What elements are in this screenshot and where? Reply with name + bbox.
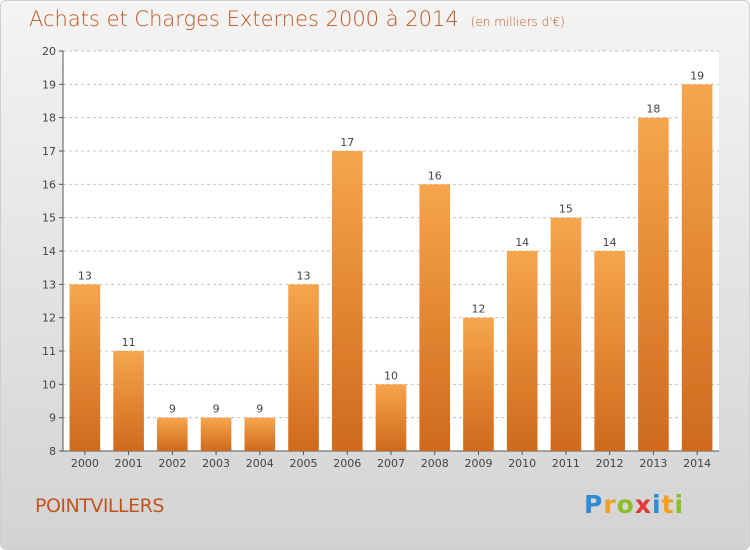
- logo-letter: i: [652, 490, 662, 519]
- y-tick-label: 13: [42, 278, 56, 291]
- bar: [375, 384, 407, 451]
- bar: [463, 317, 494, 451]
- x-tick-label: 2000: [71, 457, 99, 470]
- data-label: 9: [213, 403, 220, 416]
- x-tick-label: 2006: [333, 457, 361, 470]
- bar: [638, 117, 669, 452]
- x-tick-label: 2014: [683, 457, 711, 470]
- x-tick-label: 2002: [158, 457, 186, 470]
- y-tick-label: 11: [42, 345, 56, 358]
- x-tick-label: 2007: [377, 457, 405, 470]
- y-tick-label: 14: [42, 245, 56, 258]
- x-tick-label: 2012: [596, 457, 624, 470]
- data-label: 18: [646, 103, 660, 116]
- data-label: 9: [169, 403, 176, 416]
- x-tick-label: 2005: [290, 457, 318, 470]
- x-tick-label: 2001: [115, 457, 143, 470]
- data-label: 19: [690, 69, 704, 82]
- data-label: 14: [603, 236, 617, 249]
- data-label: 17: [340, 136, 354, 149]
- y-tick-label: 15: [42, 212, 56, 225]
- place-name: POINTVILLERS: [35, 495, 164, 517]
- bar: [419, 184, 451, 452]
- logo-letter: x: [634, 490, 652, 519]
- data-label: 11: [122, 336, 136, 349]
- bar: [506, 251, 538, 451]
- bar: [157, 417, 188, 451]
- data-label: 12: [471, 303, 485, 316]
- data-label: 10: [384, 369, 398, 382]
- logo-letter: P: [584, 490, 604, 519]
- logo-letter: o: [616, 490, 635, 519]
- logo-letter: t: [661, 490, 675, 519]
- y-tick-label: 8: [49, 445, 56, 458]
- data-label: 14: [515, 236, 529, 249]
- y-tick-label: 16: [42, 178, 56, 191]
- data-label: 16: [428, 169, 442, 182]
- logo-letter: r: [603, 490, 617, 519]
- bar: [681, 84, 713, 451]
- x-tick-label: 2008: [421, 457, 449, 470]
- y-tick-label: 10: [42, 378, 56, 391]
- logo-letter: i: [674, 490, 685, 519]
- x-tick-label: 2003: [202, 457, 230, 470]
- bar: [69, 284, 101, 451]
- x-tick-label: 2010: [508, 457, 536, 470]
- data-label: 15: [559, 203, 573, 216]
- title-text: Achats et Charges Externes 2000 à 2014: [29, 7, 459, 31]
- data-label: 9: [256, 403, 263, 416]
- bar: [331, 151, 363, 451]
- bar: [244, 417, 276, 451]
- y-tick-label: 12: [42, 312, 56, 325]
- proxiti-logo: Proxiti: [584, 490, 684, 519]
- x-tick-label: 2011: [552, 457, 580, 470]
- x-tick-label: 2004: [246, 457, 274, 470]
- bar: [550, 217, 582, 451]
- y-tick-label: 18: [42, 112, 56, 125]
- bar: [200, 417, 232, 451]
- bar: [113, 351, 144, 451]
- y-tick-label: 9: [49, 412, 56, 425]
- data-label: 13: [297, 269, 311, 282]
- y-tick-label: 19: [42, 78, 56, 91]
- data-label: 13: [78, 269, 92, 282]
- x-tick-label: 2013: [639, 457, 667, 470]
- chart-title: Achats et Charges Externes 2000 à 2014 (e…: [29, 7, 565, 31]
- bar: [288, 284, 319, 451]
- x-tick-label: 2009: [464, 457, 492, 470]
- unit-label: (en milliers d'€): [470, 15, 565, 29]
- bar: [594, 251, 625, 451]
- y-tick-label: 20: [42, 45, 56, 58]
- y-tick-label: 17: [42, 145, 56, 158]
